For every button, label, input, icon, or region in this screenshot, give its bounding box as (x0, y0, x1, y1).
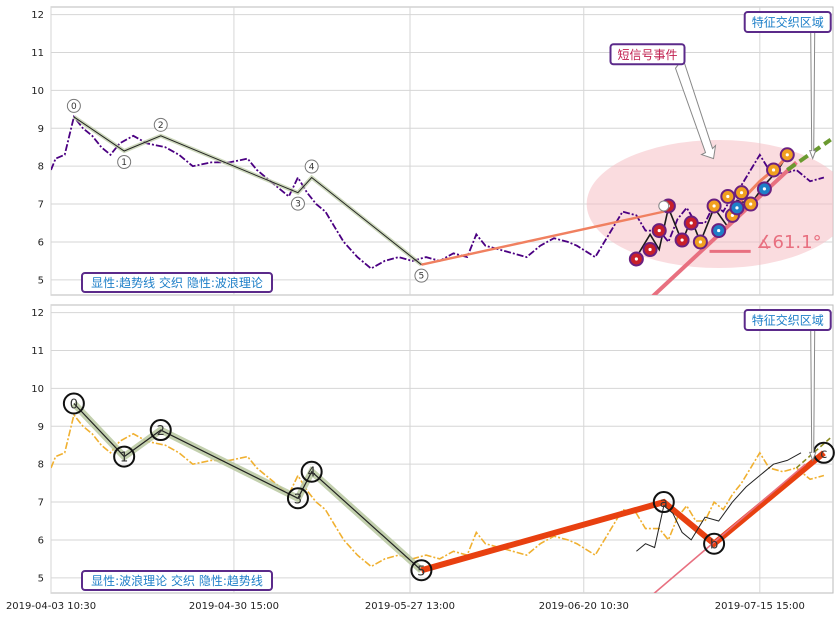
signal-event-dot-core (726, 194, 730, 199)
x-tick-label: 2019-04-30 15:00 (189, 601, 279, 612)
signal-event-dot-core (657, 228, 661, 233)
trend-line-salmon (421, 210, 665, 266)
wave-point-label: b (710, 538, 718, 553)
wave-point-circle (286, 487, 309, 510)
signal-event-dot-core (717, 228, 721, 233)
wave-point-circle (410, 559, 433, 582)
y-tick-label: 5 (38, 275, 44, 286)
legend-box (81, 272, 273, 293)
plot-area (51, 401, 832, 593)
wave-point-circle (66, 98, 81, 113)
x-tick-label: 2019-04-03 10:30 (6, 601, 96, 612)
wave-point-circle (304, 159, 319, 174)
wave-point-label: 5 (417, 564, 425, 579)
legend-label: 显性:趋势线 交织 隐性:波浪理论 (91, 275, 263, 290)
annotation-arrow (808, 31, 817, 161)
y-tick-label: 6 (38, 237, 44, 248)
y-tick-label: 5 (38, 573, 44, 584)
y-tick-label: 11 (31, 346, 44, 357)
x-tick-label: 2019-07-15 15:00 (715, 601, 805, 612)
wave-point-circle (414, 268, 429, 283)
trend-line-pink (653, 463, 807, 593)
signal-event-dot-core (762, 187, 767, 191)
signal-event-dot-core (712, 204, 716, 208)
wave-line (73, 116, 422, 266)
signal-event-dot-core (698, 240, 702, 244)
wave-point-label: 2 (158, 121, 164, 131)
y-tick-label: 6 (38, 535, 44, 546)
wave-point-label: 1 (120, 451, 128, 466)
wave-point-label: 5 (419, 272, 425, 282)
y-tick-label: 8 (38, 162, 44, 173)
wave-point-label: 3 (294, 492, 302, 507)
angle-annotation: ∡61.1° (756, 232, 821, 253)
feature-zone-label-box (743, 309, 832, 331)
signal-event-dot-core (730, 213, 734, 218)
signal-event-dot-core (785, 153, 789, 157)
wave-point-circle (117, 155, 132, 169)
wave-point-label: 2 (157, 424, 165, 439)
price-series-line (51, 413, 825, 568)
signal-event-dot-core (680, 238, 684, 242)
y-tick-label: 9 (38, 124, 44, 135)
y-tick-label: 8 (38, 460, 44, 471)
wave-point-label: 0 (71, 102, 77, 112)
y-tick-label: 12 (31, 10, 44, 21)
wave-point-label: c (820, 447, 827, 462)
signal-event-dot-core (749, 202, 753, 206)
y-tick-label: 10 (31, 384, 44, 395)
legend-box (81, 570, 273, 591)
x-tick-label: 2019-05-27 13:00 (365, 601, 455, 612)
feature-zone-label-box (743, 11, 832, 33)
wave-point-circle (652, 491, 675, 514)
wave-point-label: 4 (308, 466, 316, 481)
wave-point-label: 1 (121, 158, 127, 168)
feature-zone-label: 特征交织区域 (752, 15, 824, 30)
short-signal-label-box (609, 43, 686, 66)
y-tick-label: 11 (31, 48, 44, 59)
wave-point-circle (703, 532, 726, 555)
signal-event-dot-core (634, 257, 638, 261)
wave-point-circle (113, 445, 136, 468)
wave-point-label: 3 (295, 200, 301, 210)
price-zigzag (636, 452, 802, 552)
top-panel: 56789101112012345短信号事件特征交织区域∡61.1°显性:趋势线… (31, 6, 834, 296)
wave-point-circle (62, 392, 85, 415)
wave-point-circle (149, 419, 172, 442)
signal-event-dot-core (739, 191, 744, 195)
wave-point-label: 0 (70, 398, 78, 413)
signal-event-dot-core (771, 168, 776, 172)
wave-point-label: a (660, 496, 668, 511)
wave-point-marker (658, 200, 670, 212)
wave-line (73, 403, 422, 571)
y-tick-label: 9 (38, 422, 44, 433)
signal-event-dot-core (735, 206, 739, 210)
legend-label: 显性:波浪理论 交织 隐性:趋势线 (91, 573, 263, 588)
short-signal-label: 短信号事件 (617, 48, 677, 62)
annotation-arrow (808, 329, 817, 462)
signal-event-dot-core (648, 247, 652, 252)
projection-dash (786, 137, 832, 172)
wave-abc-line (420, 450, 826, 574)
wave-point-label: 4 (309, 163, 315, 173)
signal-event-dot-core (689, 221, 693, 225)
wave-point-circle (153, 117, 168, 132)
y-tick-label: 7 (38, 200, 44, 211)
wave-point-circle (290, 196, 305, 211)
y-tick-label: 12 (31, 308, 44, 319)
feature-zone-label: 特征交织区域 (752, 313, 824, 328)
y-tick-label: 10 (31, 86, 44, 97)
y-tick-label: 7 (38, 498, 44, 509)
x-tick-label: 2019-06-20 10:30 (539, 601, 629, 612)
annotation-arrow (674, 59, 717, 160)
wave-point-circle (300, 460, 323, 483)
plot-area (51, 114, 833, 295)
